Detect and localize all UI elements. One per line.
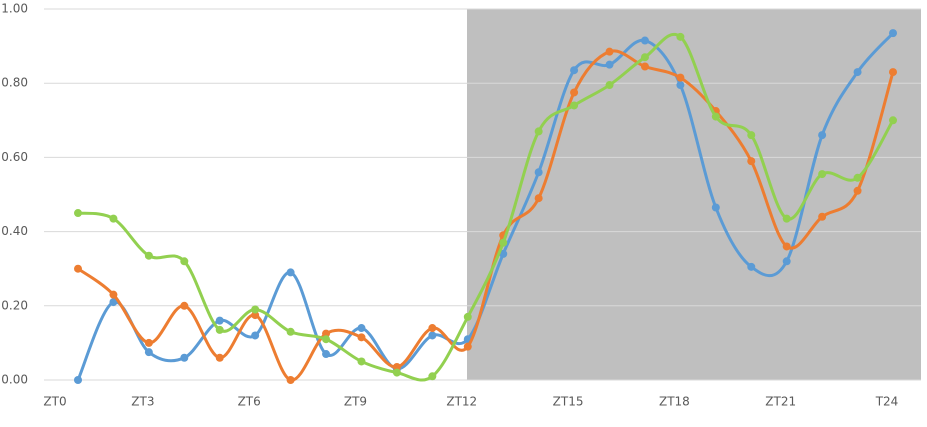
data-point — [889, 116, 897, 125]
data-point — [109, 290, 118, 299]
data-point — [180, 301, 189, 310]
data-point — [676, 73, 685, 82]
data-point — [74, 209, 82, 218]
data-point — [463, 342, 472, 351]
data-point — [534, 194, 543, 203]
data-point — [251, 305, 260, 314]
data-point — [499, 238, 508, 247]
data-point — [286, 327, 295, 336]
x-tick-label: ZT12 — [446, 395, 477, 409]
data-point — [889, 68, 897, 77]
data-point — [144, 338, 153, 347]
data-point — [357, 324, 366, 333]
data-point — [782, 242, 791, 251]
data-point — [215, 325, 224, 334]
data-point — [144, 251, 153, 260]
data-point — [570, 88, 579, 97]
data-point — [357, 357, 366, 366]
data-point — [782, 214, 791, 223]
data-point — [286, 376, 295, 384]
y-tick-label: 0.60 — [1, 150, 28, 164]
data-point — [109, 214, 118, 223]
data-point — [322, 329, 331, 338]
data-point — [747, 262, 756, 271]
shaded-region — [467, 9, 921, 380]
data-point — [570, 101, 579, 110]
data-point — [889, 29, 897, 38]
data-point — [74, 264, 82, 273]
data-point — [676, 81, 685, 90]
y-tick-label: 0.00 — [1, 373, 28, 387]
data-point — [640, 36, 649, 45]
data-point — [711, 112, 720, 121]
x-tick-label: ZT21 — [765, 395, 796, 409]
data-point — [109, 298, 118, 307]
data-point — [392, 368, 401, 377]
data-point — [853, 186, 862, 195]
data-point — [782, 257, 791, 266]
data-point — [853, 68, 862, 77]
x-tick-label: ZT6 — [238, 395, 261, 409]
data-point — [215, 353, 224, 362]
y-tick-label: 1.00 — [1, 2, 28, 16]
data-point — [428, 324, 437, 333]
x-tick-label: ZT18 — [659, 395, 690, 409]
y-tick-label: 0.80 — [1, 76, 28, 90]
data-point — [853, 173, 862, 182]
data-point — [322, 350, 331, 359]
data-point — [747, 131, 756, 140]
x-tick-label: T24 — [875, 395, 899, 409]
data-point — [74, 376, 82, 384]
data-point — [676, 32, 685, 41]
data-point — [534, 168, 543, 177]
data-point — [322, 335, 331, 344]
data-point — [534, 127, 543, 136]
data-point — [605, 47, 614, 56]
data-point — [428, 331, 437, 340]
data-point — [640, 53, 649, 62]
data-point — [357, 333, 366, 342]
data-point — [180, 257, 189, 266]
data-point — [286, 268, 295, 277]
data-point — [711, 203, 720, 212]
data-point — [747, 157, 756, 166]
data-point — [640, 62, 649, 71]
data-point — [499, 249, 508, 258]
x-tick-label: ZT0 — [43, 395, 66, 409]
x-tick-label: ZT9 — [344, 395, 367, 409]
x-tick-label: ZT3 — [131, 395, 154, 409]
data-point — [392, 363, 401, 372]
data-point — [570, 66, 579, 75]
data-point — [251, 311, 260, 320]
x-tick-label: ZT15 — [553, 395, 584, 409]
data-point — [180, 353, 189, 362]
data-point — [818, 170, 827, 179]
data-point — [463, 312, 472, 321]
data-point — [605, 81, 614, 90]
data-point — [605, 60, 614, 69]
data-point — [144, 348, 153, 357]
data-point — [251, 331, 260, 340]
data-point — [215, 316, 224, 325]
y-tick-label: 0.20 — [1, 298, 28, 312]
data-point — [428, 372, 437, 381]
data-point — [818, 131, 827, 140]
data-point — [818, 212, 827, 221]
y-tick-label: 0.40 — [1, 224, 28, 238]
